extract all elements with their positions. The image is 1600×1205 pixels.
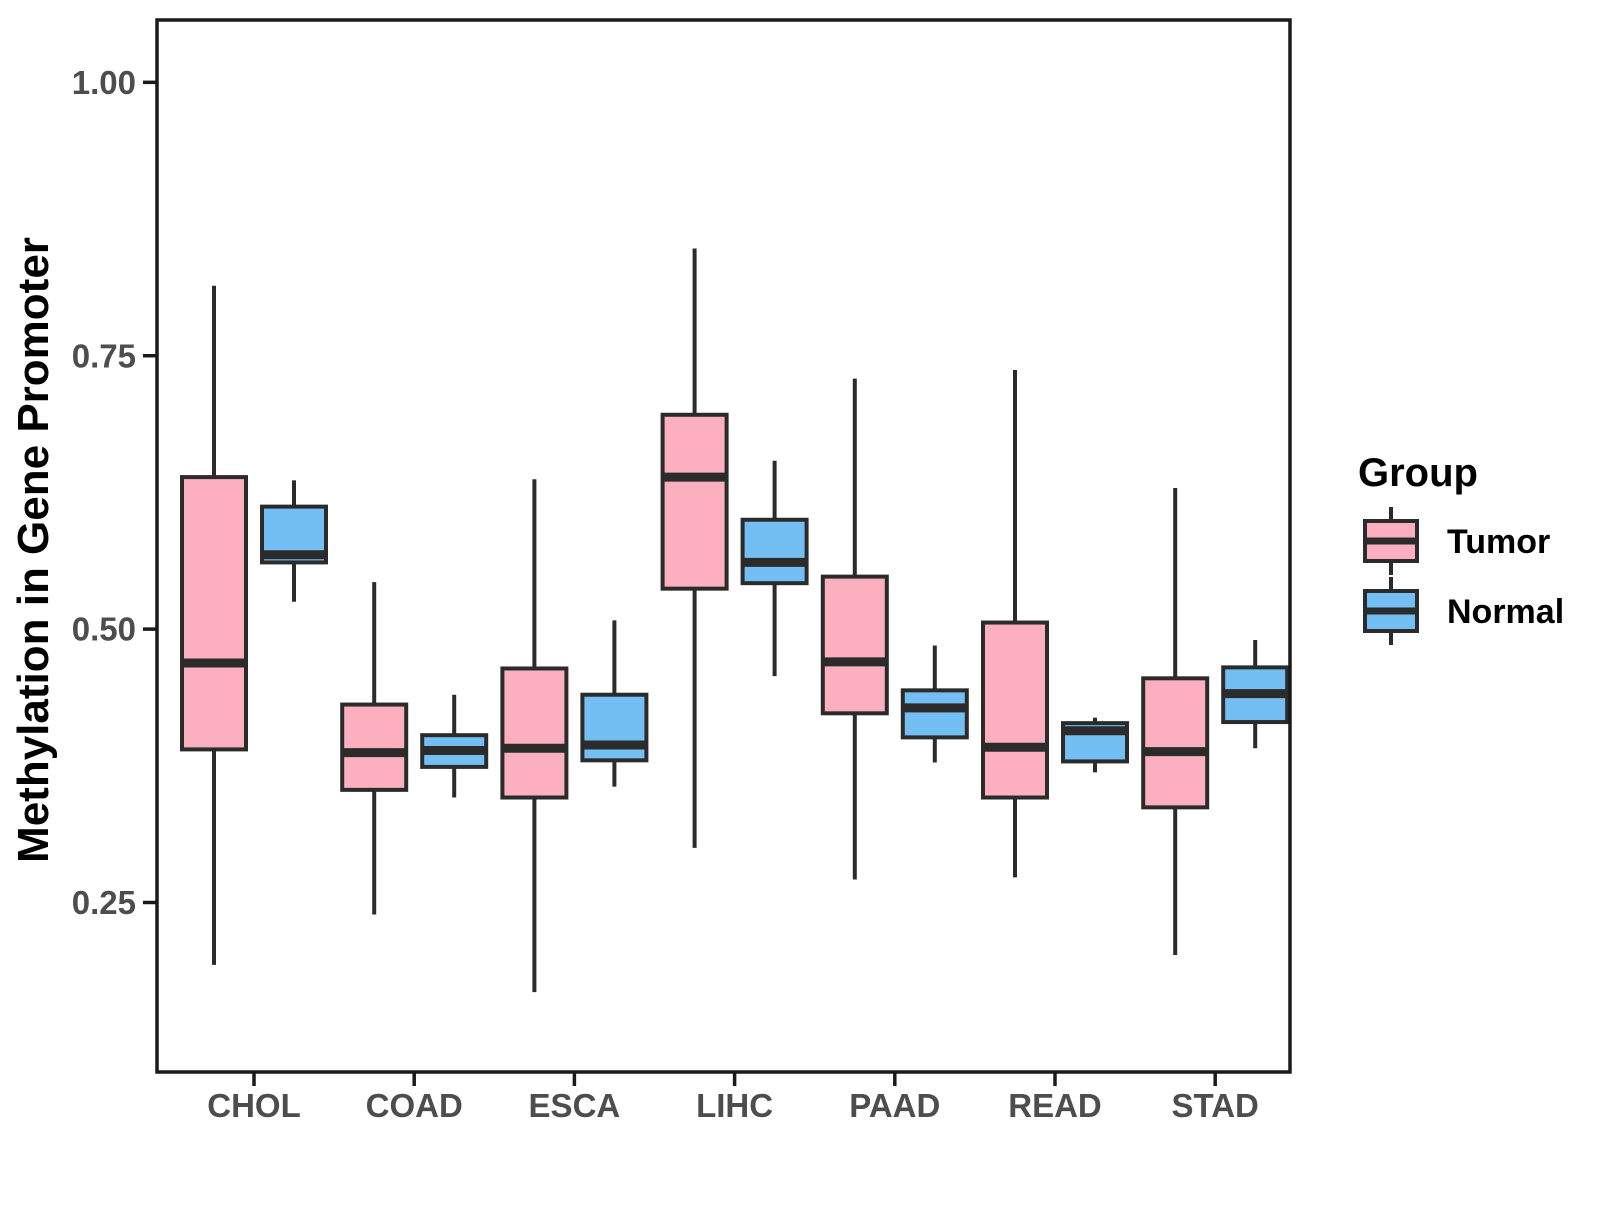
boxplot-layer: [180, 248, 1290, 993]
boxplot-normal-stad: [1221, 640, 1290, 749]
iqr-box: [981, 620, 1049, 800]
y-tick-label: 1.00: [72, 64, 136, 101]
y-tick-label: 0.50: [72, 611, 136, 648]
boxplot-normal-lihc: [740, 460, 809, 677]
boxplot-tumor-paad: [820, 378, 889, 880]
boxplot-tumor-esca: [500, 479, 569, 993]
x-tick-label-chol: CHOL: [207, 1087, 301, 1124]
x-tick-label-coad: COAD: [366, 1087, 463, 1124]
iqr-box: [820, 574, 889, 716]
x-tick-label-esca: ESCA: [529, 1087, 621, 1124]
iqr-box: [900, 688, 969, 740]
legend-label-normal: Normal: [1447, 593, 1564, 631]
iqr-box: [500, 666, 569, 800]
iqr-box: [740, 517, 809, 586]
boxplot-tumor-lihc: [660, 248, 729, 848]
x-tick-label-stad: STAD: [1172, 1087, 1259, 1124]
boxplot-tumor-stad: [1141, 488, 1210, 955]
boxplot-normal-read: [1061, 717, 1129, 773]
y-axis: 0.25 0.50 0.75 1.00: [72, 64, 157, 921]
boxplot-tumor-coad: [340, 582, 409, 915]
x-tick-label-paad: PAAD: [849, 1087, 940, 1124]
legend-label-tumor: Tumor: [1447, 523, 1550, 561]
iqr-box: [660, 412, 729, 591]
iqr-box: [1141, 676, 1210, 810]
x-axis: CHOL COAD ESCA LIHC PAAD READ STAD: [207, 1072, 1259, 1124]
boxplot-normal-esca: [580, 620, 649, 787]
iqr-box: [580, 692, 649, 763]
x-tick-label-read: READ: [1008, 1087, 1102, 1124]
iqr-box: [340, 702, 409, 792]
boxplot-normal-chol: [260, 480, 328, 602]
y-axis-title: Methylation in Gene Promoter: [9, 237, 58, 863]
legend-keys: [1363, 507, 1419, 645]
y-tick-label: 0.75: [72, 337, 136, 374]
legend-title: Group: [1358, 451, 1478, 495]
boxplot-tumor-read: [981, 369, 1049, 878]
legend-key-tumor: [1363, 507, 1419, 575]
legend: Group Tumor Normal: [1358, 451, 1564, 645]
boxplot-normal-coad: [420, 694, 489, 798]
boxplot-tumor-chol: [180, 285, 248, 965]
boxplot-normal-paad: [900, 645, 969, 763]
iqr-box: [180, 475, 248, 752]
y-tick-label: 0.25: [72, 884, 136, 921]
x-tick-label-lihc: LIHC: [696, 1087, 773, 1124]
legend-key-normal: [1363, 577, 1419, 645]
plot-panel-border: [155, 18, 1292, 1074]
